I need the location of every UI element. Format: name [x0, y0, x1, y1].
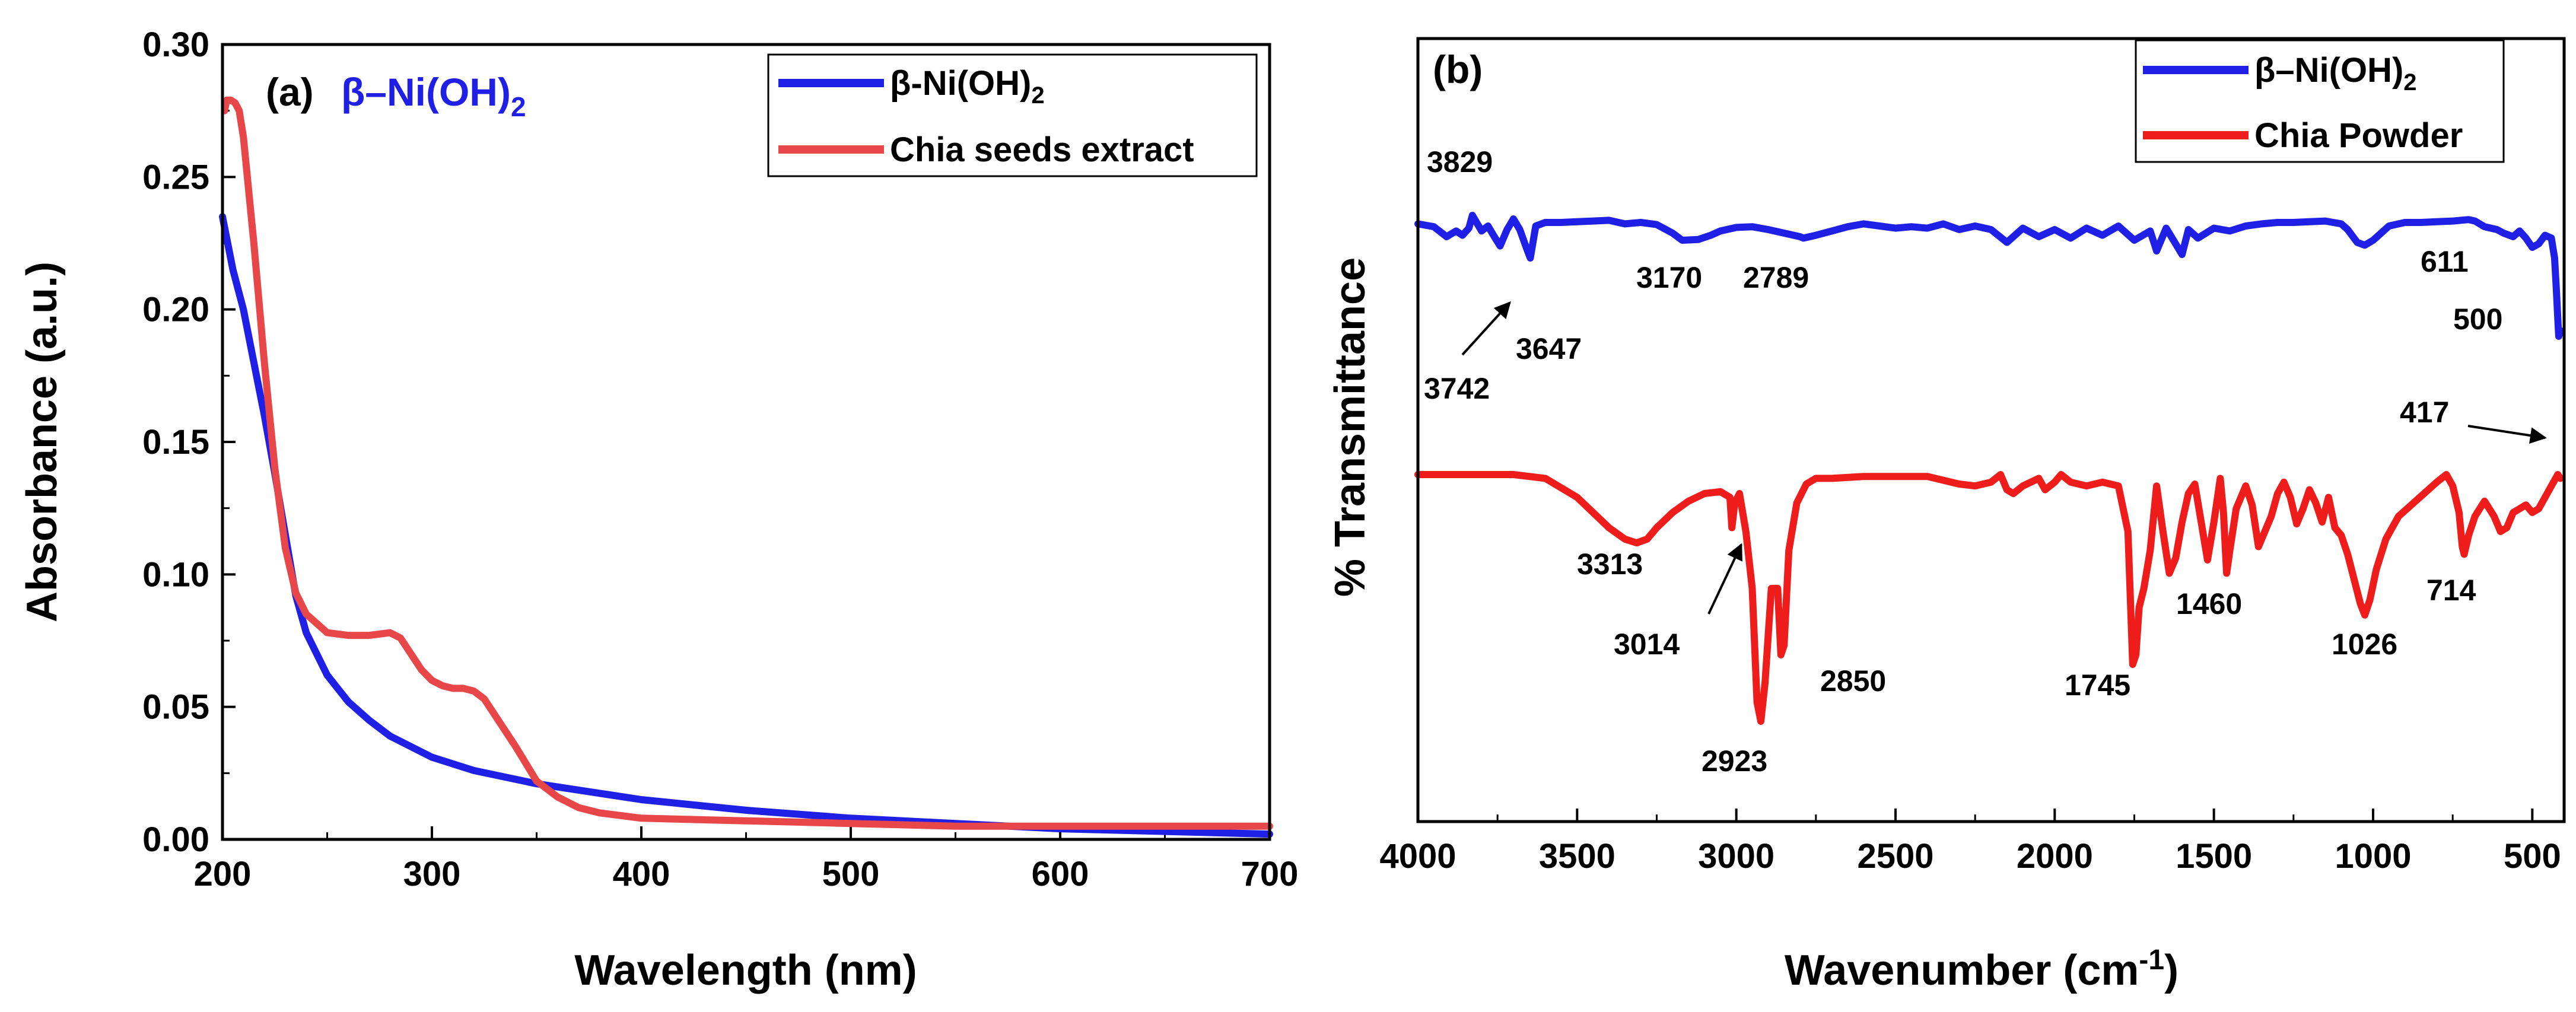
- panel-a: 200 300 400 500 600 700 0.000.050.100.150.200…: [18, 26, 1298, 994]
- panel-a-series: [219, 96, 1273, 838]
- peak-label-3170: 3170: [1636, 261, 1702, 294]
- panel-b-x-tick-label: 3500: [1539, 837, 1615, 876]
- panel-a-y-tick-label: 0.05: [142, 688, 209, 727]
- panel-a-y-tick-label: 0.10: [142, 555, 209, 594]
- panel-b-x-axis-label: Wavenumber (cm-1): [1785, 944, 2179, 994]
- peak-label-2923: 2923: [1702, 744, 1767, 778]
- panel-b-ticks: [1417, 809, 2534, 822]
- panel-b-x-tick-label: 2000: [2017, 837, 2093, 876]
- arrow-3014: [1707, 543, 1742, 615]
- peak-label-714: 714: [2426, 574, 2476, 607]
- panel-b-x-tick-label: 1500: [2176, 837, 2252, 876]
- peak-label-1026: 1026: [2332, 628, 2397, 661]
- panel-a-x-tick-label: 200: [194, 855, 252, 893]
- panel-a-y-tick-label: 0.30: [142, 26, 209, 64]
- panel-b-x-tick-label: 500: [2504, 837, 2561, 876]
- panel-b-y-axis-label: % Transmittance: [1327, 257, 1374, 597]
- peak-label-3647: 3647: [1516, 332, 1582, 365]
- panel-b: 4000 3500 3000 2500 2000 1500 1000 500 Wavenumb…: [1327, 37, 2566, 994]
- panel-a-x-tick-label: 700: [1241, 855, 1299, 893]
- series-line-ni-oh2-ftir: [1414, 212, 2564, 340]
- peak-label-3829: 3829: [1427, 145, 1493, 179]
- legend-label-ni-oh2: β-Ni(OH)2: [890, 64, 1045, 109]
- legend-label-chia-powder: Chia Powder: [2254, 116, 2463, 155]
- panel-b-legend-box: [2135, 39, 2505, 163]
- panel-a-title: β–Ni(OH)2: [341, 70, 526, 122]
- panel-a-legend-box: [767, 53, 1258, 177]
- legend-label-chia-extract: Chia seeds extract: [890, 131, 1194, 169]
- panel-a-y-tick-labels: 0.00 0.05 0.10 0.15 0.20 0.25 0.30: [142, 26, 209, 859]
- peak-label-2789: 2789: [1743, 261, 1809, 294]
- panel-a-y-axis-label: Absorbance (a.u.): [18, 262, 66, 622]
- peak-label-611: 611: [2421, 245, 2469, 278]
- series-line-chia-powder: [1414, 471, 2564, 725]
- series-line-ni-oh2-uv: [219, 213, 1273, 838]
- panel-a-label: (a): [266, 70, 314, 114]
- panel-a-x-tick-label: 400: [613, 855, 670, 893]
- panel-a-x-tick-label: 600: [1032, 855, 1089, 893]
- panel-b-x-tick-label: 2500: [1857, 837, 1933, 876]
- peak-label-3742: 3742: [1424, 372, 1490, 405]
- peak-label-417: 417: [2400, 396, 2449, 429]
- peak-label-3014: 3014: [1614, 628, 1680, 661]
- panel-a-frame: [221, 43, 1271, 841]
- panel-a-y-tick-label: 0.15: [142, 423, 209, 462]
- legend-label-b-ni-oh2: β–Ni(OH)2: [2254, 51, 2417, 96]
- panel-a-x-tick-label: 500: [822, 855, 880, 893]
- panel-b-frame: [1416, 37, 2566, 823]
- panel-b-series: [1414, 212, 2564, 725]
- peak-label-2850: 2850: [1820, 664, 1886, 698]
- panel-a-y-tick-label: 0.00: [142, 820, 209, 859]
- panel-a-legend: β-Ni(OH)2 Chia seeds extract: [767, 53, 1258, 177]
- peak-label-3313: 3313: [1577, 548, 1643, 581]
- panel-b-x-tick-label: 1000: [2335, 837, 2411, 876]
- series-line-chia-extract: [221, 96, 1273, 830]
- arrow-417: [2467, 425, 2547, 444]
- panel-a-y-tick-label: 0.20: [142, 291, 209, 329]
- peak-label-500: 500: [2453, 303, 2502, 336]
- peak-label-1745: 1745: [2065, 669, 2130, 702]
- panel-b-annotations: 3829 3742 3647 3170 2789 611 500 417 331…: [1424, 145, 2547, 778]
- panel-b-x-tick-labels: 4000 3500 3000 2500 2000 1500 1000 500: [1379, 837, 2561, 876]
- panel-b-x-tick-label: 3000: [1698, 837, 1774, 876]
- panel-b-legend: β–Ni(OH)2 Chia Powder: [2135, 39, 2505, 163]
- panel-b-x-tick-label: 4000: [1379, 837, 1456, 876]
- panel-a-y-tick-label: 0.25: [142, 158, 209, 196]
- arrow-3742: [1461, 301, 1511, 356]
- panel-a-x-tick-labels: 200 300 400 500 600 700: [194, 855, 1299, 893]
- panel-a-x-tick-label: 300: [403, 855, 461, 893]
- peak-label-1460: 1460: [2176, 587, 2242, 620]
- panel-b-label: (b): [1433, 47, 1483, 91]
- panel-a-x-axis-label: Wavelength (nm): [574, 947, 917, 994]
